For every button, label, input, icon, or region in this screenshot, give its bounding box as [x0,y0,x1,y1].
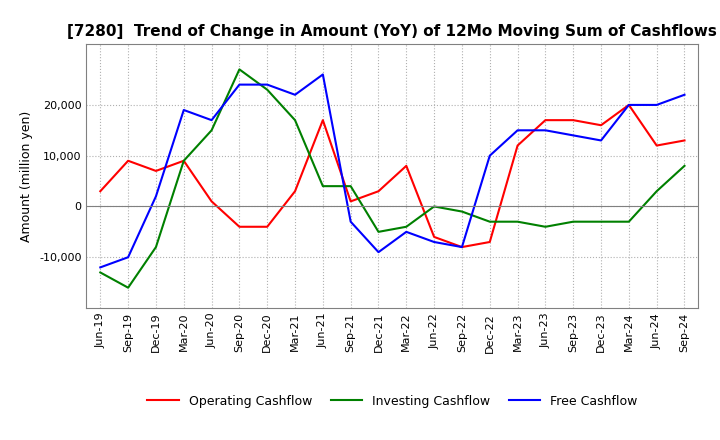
Free Cashflow [374,249,383,255]
Investing Cashflow [652,189,661,194]
Investing Cashflow [624,219,633,224]
Free Cashflow [346,219,355,224]
Operating Cashflow [569,117,577,123]
Free Cashflow [263,82,271,87]
Free Cashflow [96,265,104,270]
Operating Cashflow [263,224,271,229]
Investing Cashflow [485,219,494,224]
Free Cashflow [541,128,550,133]
Operating Cashflow [207,199,216,204]
Free Cashflow [124,255,132,260]
Free Cashflow [569,133,577,138]
Operating Cashflow [458,245,467,250]
Free Cashflow [485,153,494,158]
Free Cashflow [680,92,689,97]
Free Cashflow [235,82,243,87]
Investing Cashflow [291,117,300,123]
Operating Cashflow [513,143,522,148]
Title: [7280]  Trend of Change in Amount (YoY) of 12Mo Moving Sum of Cashflows: [7280] Trend of Change in Amount (YoY) o… [68,24,717,39]
Free Cashflow [318,72,327,77]
Operating Cashflow [318,117,327,123]
Operating Cashflow [96,189,104,194]
Operating Cashflow [652,143,661,148]
Investing Cashflow [402,224,410,229]
Operating Cashflow [402,163,410,169]
Free Cashflow [291,92,300,97]
Operating Cashflow [179,158,188,163]
Investing Cashflow [430,204,438,209]
Investing Cashflow [513,219,522,224]
Investing Cashflow [569,219,577,224]
Investing Cashflow [179,158,188,163]
Operating Cashflow [680,138,689,143]
Investing Cashflow [541,224,550,229]
Line: Operating Cashflow: Operating Cashflow [100,105,685,247]
Operating Cashflow [624,102,633,107]
Investing Cashflow [458,209,467,214]
Investing Cashflow [318,183,327,189]
Free Cashflow [513,128,522,133]
Free Cashflow [652,102,661,107]
Free Cashflow [597,138,606,143]
Operating Cashflow [124,158,132,163]
Operating Cashflow [485,239,494,245]
Line: Free Cashflow: Free Cashflow [100,74,685,268]
Free Cashflow [179,107,188,113]
Free Cashflow [458,245,467,250]
Investing Cashflow [680,163,689,169]
Free Cashflow [624,102,633,107]
Investing Cashflow [152,245,161,250]
Free Cashflow [207,117,216,123]
Investing Cashflow [346,183,355,189]
Operating Cashflow [291,189,300,194]
Investing Cashflow [124,285,132,290]
Investing Cashflow [597,219,606,224]
Operating Cashflow [235,224,243,229]
Operating Cashflow [430,234,438,239]
Investing Cashflow [263,87,271,92]
Free Cashflow [402,229,410,235]
Line: Investing Cashflow: Investing Cashflow [100,70,685,288]
Free Cashflow [430,239,438,245]
Investing Cashflow [235,67,243,72]
Operating Cashflow [541,117,550,123]
Investing Cashflow [374,229,383,235]
Operating Cashflow [374,189,383,194]
Free Cashflow [152,194,161,199]
Legend: Operating Cashflow, Investing Cashflow, Free Cashflow: Operating Cashflow, Investing Cashflow, … [143,390,642,413]
Y-axis label: Amount (million yen): Amount (million yen) [20,110,34,242]
Investing Cashflow [207,128,216,133]
Investing Cashflow [96,270,104,275]
Operating Cashflow [152,168,161,173]
Operating Cashflow [346,199,355,204]
Operating Cashflow [597,123,606,128]
